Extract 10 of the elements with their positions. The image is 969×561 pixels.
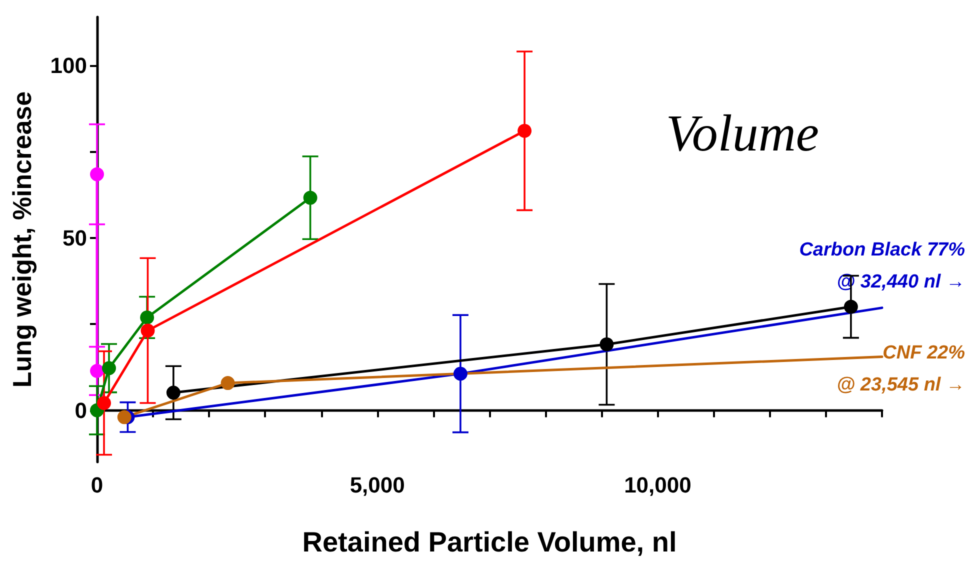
- y-tick-label: 100: [50, 52, 87, 78]
- x-axis-title: Retained Particle Volume, nl: [302, 526, 677, 558]
- x-tick-label: 10,000: [624, 472, 692, 498]
- x-tick-label: 5,000: [350, 472, 405, 498]
- y-tick-label: 50: [62, 225, 87, 250]
- annotation: Volume: [666, 106, 820, 162]
- y-tick-label: 0: [74, 398, 87, 423]
- y-axis-title: Lung weight, %increase: [7, 91, 37, 388]
- x-tick-label: 0: [90, 472, 104, 498]
- series-label: CNF 22% @ 23,545 nl →: [836, 342, 966, 396]
